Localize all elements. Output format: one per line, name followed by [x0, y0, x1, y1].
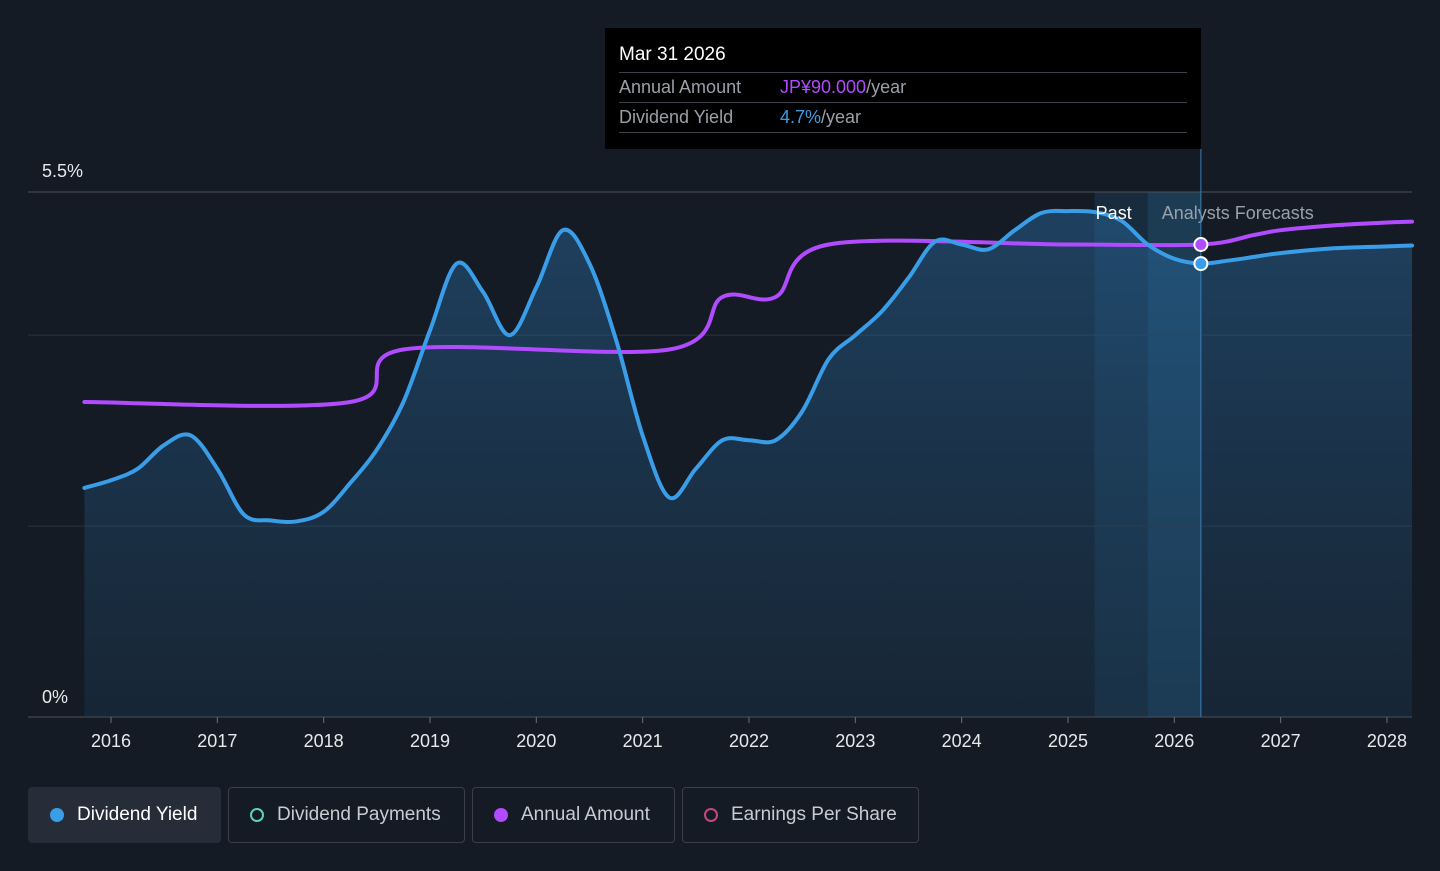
legend-annual-amount[interactable]: Annual Amount	[472, 787, 675, 843]
chart-tooltip: Mar 31 2026 Annual Amount JP¥90.000/year…	[605, 28, 1201, 149]
tooltip-value-wrap: JP¥90.000/year	[780, 73, 906, 102]
tooltip-row-dividend-yield: Dividend Yield 4.7%/year	[619, 103, 1187, 133]
tooltip-label: Dividend Yield	[619, 107, 734, 127]
past-label: Past	[1096, 203, 1132, 223]
tooltip-value: JP¥90.000	[780, 77, 867, 97]
x-tick-label: 2020	[516, 731, 556, 751]
legend-label: Dividend Yield	[77, 804, 198, 825]
x-tick-label: 2017	[197, 731, 237, 751]
x-tick-label: 2024	[942, 731, 982, 751]
annual-amount-marker	[1193, 237, 1209, 252]
tooltip-date: Mar 31 2026	[619, 28, 1187, 73]
legend-earnings-per-share[interactable]: Earnings Per Share	[682, 787, 919, 843]
x-tick-label: 2018	[304, 731, 344, 751]
legend-dot-icon	[250, 808, 264, 822]
tooltip-value: 4.7%	[780, 107, 822, 127]
tooltip-label: Annual Amount	[619, 77, 742, 97]
legend-dot-icon	[704, 808, 718, 822]
x-tick-label: 2028	[1367, 731, 1407, 751]
tooltip-unit: /year	[866, 77, 907, 97]
legend-dot-icon	[50, 808, 64, 822]
x-tick-label: 2022	[729, 731, 769, 751]
legend-label: Earnings Per Share	[731, 804, 897, 825]
tooltip-value-wrap: 4.7%/year	[780, 103, 861, 132]
x-tick-label: 2016	[91, 731, 131, 751]
x-tick-label: 2023	[835, 731, 875, 751]
legend-label: Dividend Payments	[277, 804, 441, 825]
dividend-yield-marker	[1193, 256, 1209, 272]
x-tick-label: 2026	[1154, 731, 1194, 751]
tooltip-row-annual-amount: Annual Amount JP¥90.000/year	[619, 73, 1187, 103]
legend-dot-icon	[494, 808, 508, 822]
dividend-yield-area	[84, 210, 1412, 717]
legend-dividend-yield[interactable]: Dividend Yield	[28, 787, 221, 843]
x-tick-label: 2027	[1261, 731, 1301, 751]
y-axis-label-bottom: 0%	[42, 687, 68, 707]
x-tick-label: 2021	[623, 731, 663, 751]
annual-amount-line	[82, 219, 1414, 408]
y-axis-label-top: 5.5%	[42, 161, 83, 181]
dividend-yield-line	[82, 208, 1414, 524]
legend-label: Annual Amount	[521, 804, 650, 825]
forecast-label: Analysts Forecasts	[1162, 203, 1314, 223]
x-tick-label: 2025	[1048, 731, 1088, 751]
tooltip-unit: /year	[821, 107, 862, 127]
x-tick-label: 2019	[410, 731, 450, 751]
legend-dividend-payments[interactable]: Dividend Payments	[228, 787, 465, 843]
